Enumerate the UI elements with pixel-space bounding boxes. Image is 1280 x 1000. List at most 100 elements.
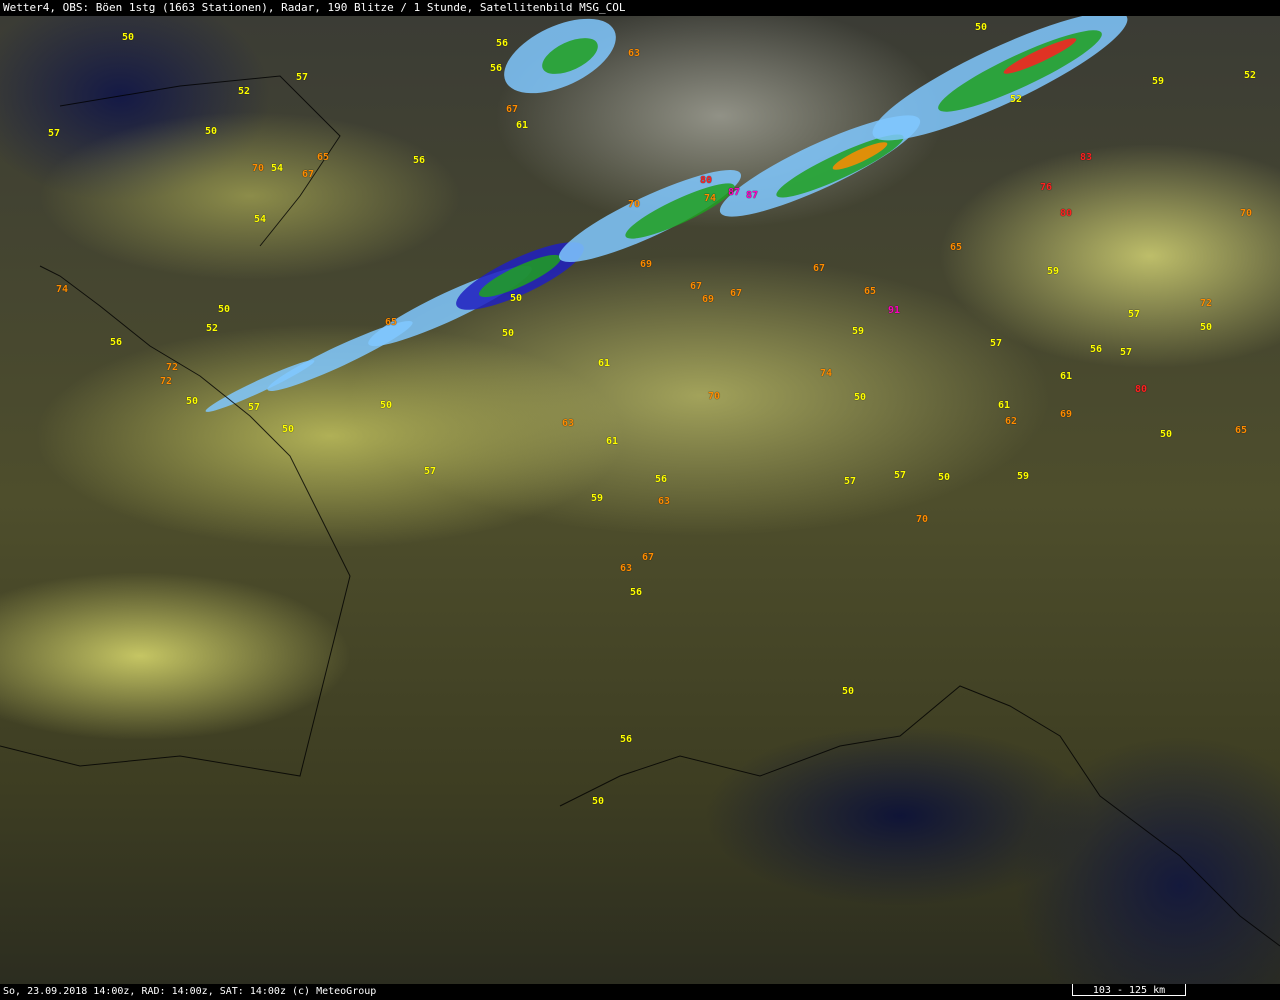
- station-gust-value: 67: [813, 263, 826, 274]
- station-gust-value: 63: [562, 418, 575, 429]
- station-gust-value: 80: [1135, 384, 1148, 395]
- coastlines-borders: [0, 75, 1280, 947]
- station-gust-value: 50: [380, 400, 393, 411]
- station-gust-value: 67: [642, 552, 655, 563]
- station-gust-value: 57: [48, 128, 61, 139]
- station-gust-value: 65: [385, 317, 398, 328]
- station-gust-value: 50: [510, 293, 523, 304]
- radar-echo: [832, 142, 888, 170]
- station-gust-value: 59: [1047, 266, 1060, 277]
- station-gust-value: 87: [728, 187, 741, 198]
- station-gust-value: 50: [1200, 322, 1213, 333]
- station-gust-value: 59: [591, 493, 604, 504]
- station-gust-value: 54: [271, 163, 284, 174]
- station-gust-value: 56: [496, 38, 509, 49]
- scale-bar: 103 - 125 km: [1072, 984, 1186, 996]
- station-gust-value: 61: [598, 358, 611, 369]
- france-coastline: [0, 265, 351, 777]
- station-gust-value: 57: [990, 338, 1003, 349]
- radar-echo: [478, 254, 562, 298]
- station-gust-value: 57: [248, 402, 261, 413]
- station-gust-value: 70: [628, 199, 641, 210]
- station-gust-value: 50: [854, 392, 867, 403]
- map-overlay: [0, 16, 1280, 947]
- station-gust-value: 70: [916, 514, 929, 525]
- station-gust-value: 50: [975, 22, 988, 33]
- station-gust-value: 67: [690, 281, 703, 292]
- station-gust-value: 61: [606, 436, 619, 447]
- station-gust-value: 56: [620, 734, 633, 745]
- station-gust-value: 67: [302, 169, 315, 180]
- station-gust-value: 72: [166, 362, 179, 373]
- station-gust-value: 52: [1244, 70, 1257, 81]
- station-gust-value: 56: [413, 155, 426, 166]
- station-gust-value: 57: [894, 470, 907, 481]
- station-gust-value: 65: [864, 286, 877, 297]
- station-gust-value: 70: [252, 163, 265, 174]
- station-gust-value: 70: [708, 391, 721, 402]
- station-gust-value: 70: [1240, 208, 1253, 219]
- station-gust-value: 61: [516, 120, 529, 131]
- station-gust-value: 61: [998, 400, 1011, 411]
- station-gust-value: 74: [820, 368, 833, 379]
- station-gust-value: 50: [592, 796, 605, 807]
- station-gust-value: 87: [746, 190, 759, 201]
- station-gust-value: 50: [186, 396, 199, 407]
- station-gust-value: 56: [630, 587, 643, 598]
- station-gust-value: 65: [317, 152, 330, 163]
- station-gust-value: 63: [620, 563, 633, 574]
- station-gust-value: 52: [1010, 94, 1023, 105]
- station-gust-value: 52: [206, 323, 219, 334]
- radar-echo: [625, 183, 735, 239]
- station-gust-value: 50: [502, 328, 515, 339]
- station-gust-value: 72: [160, 376, 173, 387]
- station-gust-value: 74: [704, 193, 717, 204]
- map-title-bar: Wetter4, OBS: Böen 1stg (1663 Stationen)…: [0, 0, 1280, 16]
- station-gust-value: 74: [56, 284, 69, 295]
- station-gust-value: 62: [1005, 416, 1018, 427]
- station-gust-value: 76: [1040, 182, 1053, 193]
- station-gust-value: 50: [842, 686, 855, 697]
- map-footer: So, 23.09.2018 14:00z, RAD: 14:00z, SAT:…: [0, 984, 1280, 1000]
- station-gust-value: 59: [1152, 76, 1165, 87]
- station-gust-value: 56: [1090, 344, 1103, 355]
- station-gust-value: 65: [1235, 425, 1248, 436]
- station-gust-value: 56: [490, 63, 503, 74]
- station-gust-value: 57: [1120, 347, 1133, 358]
- satellite-radar-map[interactable]: 50 57 52 57 50 70 54 67 65 56 74 69 65 56 52 50 54 72 56 50…: [0, 16, 1280, 984]
- station-gust-value: 63: [658, 496, 671, 507]
- radar-precipitation-band: [205, 16, 1128, 412]
- station-gust-value: 61: [1060, 371, 1073, 382]
- station-gust-value: 69: [640, 259, 653, 270]
- station-gust-value: 91: [888, 305, 901, 316]
- mediterranean-coast: [559, 685, 1280, 947]
- station-gust-value: 63: [628, 48, 641, 59]
- station-gust-value: 80: [700, 175, 713, 186]
- station-gust-value: 57: [1128, 309, 1141, 320]
- station-gust-value: 50: [205, 126, 218, 137]
- station-gust-value: 69: [702, 294, 715, 305]
- station-gust-value: 69: [1060, 409, 1073, 420]
- station-gust-value: 56: [110, 337, 123, 348]
- station-gust-value: 50: [938, 472, 951, 483]
- station-gust-value: 54: [254, 214, 267, 225]
- station-gust-value: 50: [1160, 429, 1173, 440]
- radar-echo: [542, 38, 598, 74]
- timestamp-info: So, 23.09.2018 14:00z, RAD: 14:00z, SAT:…: [3, 986, 377, 997]
- station-gust-value: 72: [1200, 298, 1213, 309]
- channel-coast: [59, 75, 341, 247]
- station-gust-value: 65: [950, 242, 963, 253]
- station-gust-value: 57: [296, 72, 309, 83]
- station-gust-value: 59: [1017, 471, 1030, 482]
- station-gust-value: 67: [730, 288, 743, 299]
- radar-echo: [1003, 38, 1077, 74]
- station-gust-value: 50: [122, 32, 135, 43]
- station-gust-value: 83: [1080, 152, 1093, 163]
- station-gust-value: 67: [506, 104, 519, 115]
- station-gust-value: 80: [1060, 208, 1073, 219]
- station-gust-value: 50: [218, 304, 231, 315]
- station-gust-value: 57: [844, 476, 857, 487]
- station-gust-value: 52: [238, 86, 251, 97]
- station-gust-value: 56: [655, 474, 668, 485]
